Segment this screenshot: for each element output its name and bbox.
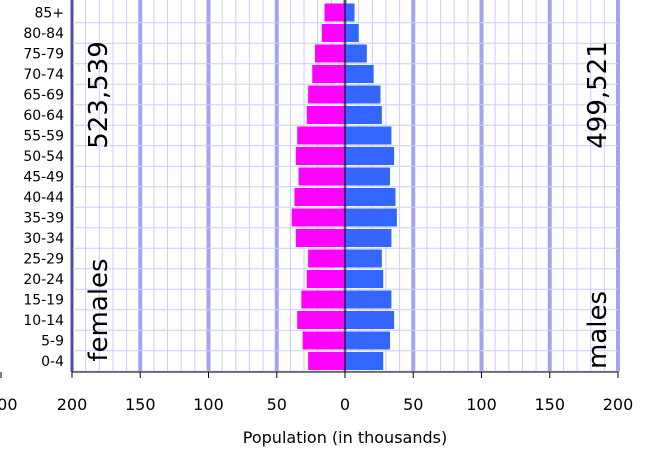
x-tick-label: 100 — [466, 395, 497, 414]
x-tick-labels: 200 150 100 50 0 50 100 150 200 200 — [0, 395, 633, 414]
age-labels: 0-4 5-9 10-14 15-19 20-24 25-29 30-34 35-39 40-4… — [23, 6, 64, 371]
age-label: 30-34 — [23, 231, 64, 247]
female-bar-0-4 — [308, 352, 345, 370]
age-label: 15-19 — [23, 293, 64, 309]
female-bar-10-14 — [297, 311, 345, 329]
male-bar-15-19 — [345, 290, 392, 309]
x-tick-label: 0 — [340, 395, 350, 414]
female-bar-45-49 — [298, 167, 345, 186]
male-bar-85+ — [345, 3, 355, 22]
female-bar-40-44 — [294, 188, 345, 206]
females-label: females — [84, 258, 114, 361]
age-label: 35-39 — [23, 211, 64, 227]
male-bar-55-59 — [345, 126, 392, 145]
male-bar-65-69 — [345, 85, 381, 104]
age-label: 0-4 — [41, 354, 64, 370]
female-bar-85+ — [324, 3, 345, 22]
male-bar-35-39 — [345, 208, 397, 227]
female-bar-60-64 — [306, 106, 345, 124]
female-bar-35-39 — [291, 208, 345, 227]
axes — [0, 0, 619, 378]
age-label: 85+ — [34, 6, 64, 22]
age-label: 65-69 — [23, 88, 64, 104]
x-tick-label: 150 — [125, 395, 156, 414]
male-bar-5-9 — [345, 331, 391, 350]
female-total-label: 523,539 — [84, 41, 114, 149]
male-bar-45-49 — [345, 167, 391, 186]
age-label: 55-59 — [23, 129, 64, 145]
female-bar-20-24 — [306, 270, 345, 288]
male-bar-80-84 — [345, 24, 359, 42]
female-bar-80-84 — [321, 24, 345, 42]
female-bar-55-59 — [297, 126, 345, 145]
bars — [291, 3, 397, 370]
clipped-x-tick-label: 200 — [0, 395, 18, 414]
male-bar-30-34 — [345, 229, 392, 247]
age-label: 5-9 — [41, 334, 64, 350]
female-bar-30-34 — [295, 229, 345, 247]
age-label: 80-84 — [23, 26, 64, 42]
female-bar-75-79 — [314, 44, 345, 63]
x-axis-title: Population (in thousands) — [243, 428, 447, 447]
x-tick-label: 50 — [267, 395, 287, 414]
age-label: 40-44 — [23, 190, 64, 206]
age-label: 75-79 — [23, 47, 64, 63]
x-tick-label: 200 — [603, 395, 634, 414]
male-bar-25-29 — [345, 249, 382, 268]
female-bar-5-9 — [302, 331, 345, 350]
male-bar-50-54 — [345, 147, 395, 165]
age-label: 25-29 — [23, 252, 64, 268]
female-bar-65-69 — [308, 85, 345, 104]
x-tick-label: 100 — [193, 395, 224, 414]
male-bar-40-44 — [345, 188, 396, 206]
age-label: 45-49 — [23, 170, 64, 186]
male-bar-70-74 — [345, 65, 374, 83]
female-bar-70-74 — [312, 65, 345, 83]
age-label: 10-14 — [23, 313, 64, 329]
male-total-label: 499,521 — [583, 41, 613, 149]
female-bar-15-19 — [301, 290, 345, 309]
males-label: males — [583, 291, 613, 369]
female-bar-25-29 — [308, 249, 345, 268]
grid-lines — [70, 0, 620, 372]
x-tick-label: 150 — [534, 395, 565, 414]
age-label: 60-64 — [23, 108, 64, 124]
age-label: 50-54 — [23, 149, 64, 165]
male-bar-75-79 — [345, 44, 367, 63]
age-label: 70-74 — [23, 67, 64, 83]
age-label: 20-24 — [23, 272, 64, 288]
female-bar-50-54 — [295, 147, 345, 165]
male-bar-10-14 — [345, 311, 395, 329]
x-tick-label: 200 — [57, 395, 88, 414]
x-tick-label: 50 — [403, 395, 423, 414]
male-bar-60-64 — [345, 106, 382, 124]
male-bar-20-24 — [345, 270, 384, 288]
male-bar-0-4 — [345, 352, 384, 370]
